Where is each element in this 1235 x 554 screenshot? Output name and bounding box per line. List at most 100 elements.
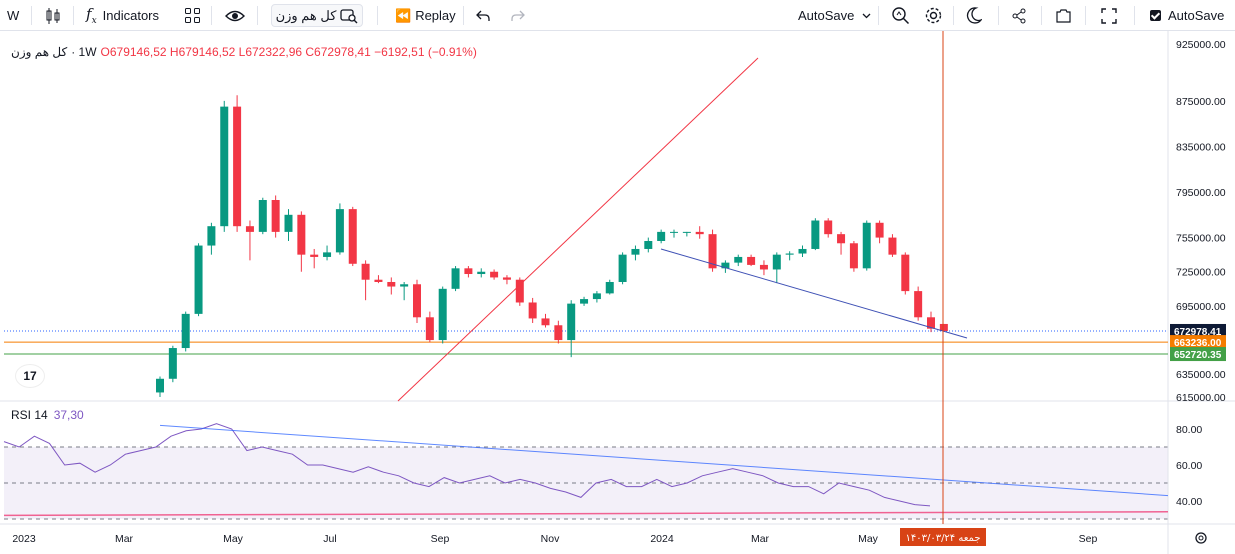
candle [374, 275, 383, 284]
layouts-icon[interactable] [184, 4, 201, 27]
gear-icon[interactable] [924, 4, 943, 27]
price-tick-label: 695000.00 [1176, 301, 1226, 313]
time-tick-label: 2024 [650, 533, 674, 545]
candle [939, 323, 948, 332]
candle-body [245, 226, 254, 232]
time-tick-label: Mar [115, 533, 134, 545]
candle [541, 313, 550, 328]
candle [297, 211, 306, 272]
replay-icon: ⏪ [395, 7, 412, 23]
indicators-button[interactable]: fx Indicators [86, 4, 159, 27]
candle [875, 220, 884, 244]
fullscreen-icon[interactable] [1101, 4, 1117, 27]
candle [425, 311, 434, 343]
replay-label: Replay [415, 8, 456, 23]
candles-icon[interactable] [44, 4, 62, 27]
divider [1041, 6, 1042, 25]
candle [271, 195, 280, 238]
time-tick-label: Mar [751, 533, 770, 545]
gear-icon-center [1198, 535, 1204, 541]
candle [772, 252, 781, 284]
candle [670, 229, 678, 238]
candle [323, 245, 332, 261]
tradingview-logo-icon[interactable]: 17 [16, 365, 44, 387]
candle [387, 277, 396, 295]
candle [605, 279, 614, 295]
chart-area[interactable]: 925000.00 875000.00 835000.00 795000.00 7550… [0, 31, 1235, 554]
share-icon[interactable] [1011, 4, 1027, 27]
candle [644, 237, 653, 253]
fx-icon: fx [86, 5, 97, 26]
time-tick-label: Nov [541, 533, 560, 545]
axis-settings-icon[interactable] [1195, 532, 1207, 544]
candle-body [387, 281, 396, 287]
candle-body [670, 231, 678, 233]
candle-body [875, 222, 884, 238]
undo-icon[interactable] [476, 4, 490, 27]
divider [463, 6, 464, 25]
legend-ohlc: O679146,52 H679146,52 L672322,96 C672978… [100, 45, 477, 59]
redo-icon[interactable] [511, 4, 525, 27]
candle [310, 248, 319, 269]
candle-body [837, 234, 846, 244]
price-tick-label: 635000.00 [1176, 369, 1226, 381]
symbol-short[interactable]: W [7, 8, 20, 23]
candle-body [425, 317, 434, 341]
zoom-icon[interactable] [891, 4, 910, 27]
price-tick-label: 755000.00 [1176, 233, 1226, 245]
candle-body [901, 254, 910, 292]
candle [348, 206, 357, 267]
candle-body [502, 277, 511, 280]
candle [927, 311, 935, 333]
candle [811, 218, 820, 251]
candle-body [310, 254, 319, 257]
candle-body [490, 271, 499, 278]
autosave-toggle[interactable]: AutoSave [1150, 4, 1224, 27]
rsi-line [3, 423, 931, 507]
candle [914, 286, 923, 321]
candle-body [335, 209, 344, 253]
chevron-down-icon [862, 13, 871, 19]
rsi-trendline [159, 424, 1169, 497]
candle [567, 300, 576, 358]
candle [245, 220, 254, 261]
candle-body [772, 254, 781, 270]
divider [1134, 6, 1135, 25]
rsi-pink-line [3, 511, 1169, 517]
candle-body [708, 234, 717, 269]
moon-icon[interactable] [966, 4, 982, 27]
candle-body [220, 106, 229, 227]
candle [888, 234, 897, 257]
candle-body [258, 200, 267, 232]
snapshot-icon[interactable] [1055, 4, 1072, 27]
candle-body [759, 264, 768, 270]
candle-body [361, 263, 370, 280]
top-toolbar: W fx Indicators کل هم وزن ⏪ Replay [0, 0, 1235, 31]
orange-level-label: 663236.00 [1174, 338, 1222, 349]
current-price-label-bg [1170, 323, 1226, 338]
rsi-label: RSI 14 [11, 408, 48, 422]
candle [490, 269, 499, 280]
candle [400, 281, 409, 301]
candle [335, 203, 344, 255]
candle-body [348, 209, 357, 264]
gear-icon [1195, 532, 1207, 544]
symbol-search-button[interactable]: کل هم وزن [271, 4, 363, 27]
price-tick-label: 795000.00 [1176, 187, 1226, 199]
candle [682, 231, 691, 237]
candle [233, 95, 242, 232]
chart-canvas[interactable]: 925000.00 875000.00 835000.00 795000.00 7550… [0, 31, 1235, 554]
legend-interval: · 1W [71, 45, 97, 59]
candle-body [284, 214, 293, 232]
search-icon [340, 8, 358, 24]
candle [862, 220, 871, 271]
replay-button[interactable]: ⏪ Replay [395, 4, 456, 27]
time-tick-label: 2023 [12, 533, 36, 545]
green-level-label-bg [1170, 347, 1226, 362]
candle-body [451, 268, 460, 289]
candle [207, 222, 216, 255]
autosave-menu[interactable]: AutoSave [798, 4, 871, 27]
crosshair-date-bg [900, 528, 986, 546]
eye-icon[interactable] [225, 4, 245, 27]
candle-body [400, 284, 409, 287]
